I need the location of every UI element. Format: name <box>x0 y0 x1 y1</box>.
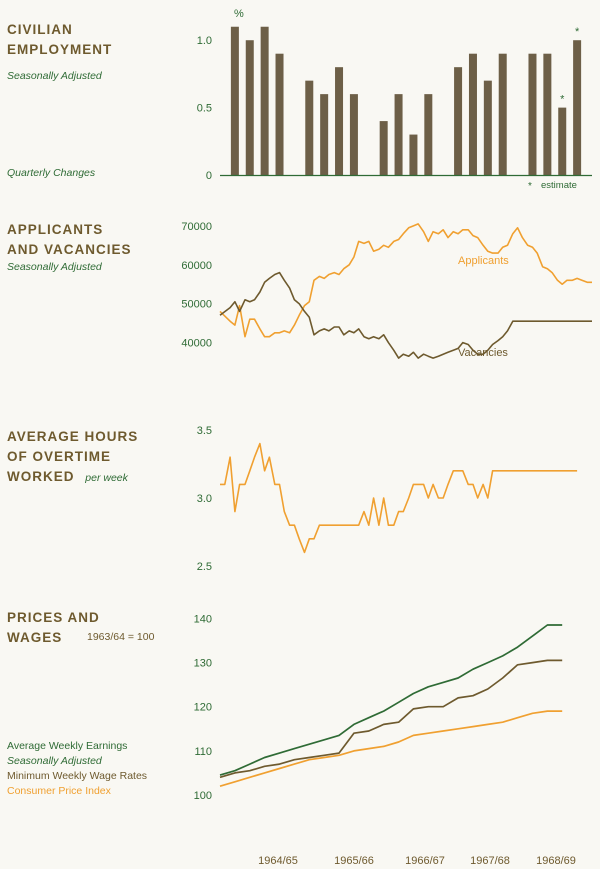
series-label-applicants: Applicants <box>458 255 509 267</box>
estimate-marker: * <box>560 94 565 106</box>
prices-ytick-label: 140 <box>194 613 212 625</box>
x-axis-label: 1968/69 <box>536 855 576 867</box>
employment-bar <box>260 26 269 175</box>
employment-title: CIVILIAN EMPLOYMENT <box>7 20 112 60</box>
estimate-marker: * <box>575 26 580 38</box>
prices-ytick-label: 100 <box>194 790 212 802</box>
employment-bar <box>528 53 537 176</box>
employment-bar <box>454 67 463 175</box>
employment-bar <box>275 53 284 176</box>
employment-bar <box>424 94 433 175</box>
overtime-ytick-label: 3.5 <box>197 425 212 437</box>
employment-bottom-label: Quarterly Changes <box>7 167 96 179</box>
overtime-title-line3: WORKED <box>7 469 75 484</box>
employment-title-line2: EMPLOYMENT <box>7 42 113 57</box>
employment-ytick-label: 0 <box>206 170 212 182</box>
applicants-title-line2: AND VACANCIES <box>7 242 132 257</box>
overtime-ytick-label: 3.0 <box>197 493 212 505</box>
employment-bar <box>558 107 567 175</box>
estimate-note: estimate <box>541 180 577 191</box>
applicants-line <box>219 223 592 338</box>
prices-base-label: 1963/64 = 100 <box>87 631 155 643</box>
overtime-line <box>220 442 578 554</box>
earnings-line <box>219 624 563 776</box>
employment-bar <box>468 53 477 176</box>
overtime-title-line1: AVERAGE HOURS <box>7 429 139 444</box>
employment-bar <box>320 94 329 175</box>
vacancies-line <box>219 271 592 359</box>
applicants-subtitle: Seasonally Adjusted <box>7 261 102 273</box>
prices-ytick-label: 110 <box>194 746 212 758</box>
overtime-title: AVERAGE HOURS OF OVERTIME WORKED per wee… <box>7 427 138 488</box>
estimate-note-marker: * <box>528 181 532 192</box>
employment-ytick-label: 1.0 <box>197 35 212 47</box>
overtime-title-suffix: per week <box>85 472 128 484</box>
applicants-ytick-label: 40000 <box>181 338 212 350</box>
employment-bar <box>335 67 344 175</box>
employment-bar <box>349 94 358 175</box>
employment-bar <box>498 53 507 176</box>
employment-ytick-label: 0.5 <box>197 103 212 115</box>
wage-rates-line <box>219 659 563 779</box>
overtime-ytick-label: 2.5 <box>197 561 212 573</box>
applicants-ytick-label: 50000 <box>181 299 212 311</box>
x-axis-label: 1964/65 <box>258 855 298 867</box>
applicants-title-line1: APPLICANTS <box>7 222 104 237</box>
prices-ytick-label: 130 <box>194 658 212 670</box>
employment-bar <box>483 80 492 175</box>
legend-earnings-sub: Seasonally Adjusted <box>7 755 102 767</box>
prices-title-line2: WAGES <box>7 630 63 645</box>
employment-bar <box>394 94 403 175</box>
employment-bar <box>543 53 552 176</box>
prices-title-line1: PRICES AND <box>7 610 100 625</box>
applicants-ytick-label: 70000 <box>181 221 212 233</box>
x-axis-label: 1967/68 <box>470 855 510 867</box>
employment-bar <box>230 26 239 175</box>
prices-title: PRICES AND WAGES <box>7 608 100 648</box>
employment-bar <box>573 40 582 175</box>
employment-bar <box>379 121 388 175</box>
x-axis-label: 1966/67 <box>405 855 445 867</box>
employment-bar <box>409 134 418 175</box>
overtime-title-line2: OF OVERTIME <box>7 449 112 464</box>
legend-wages: Minimum Weekly Wage Rates <box>7 770 148 782</box>
prices-ytick-label: 120 <box>194 702 212 714</box>
employment-unit-label: % <box>234 8 244 20</box>
legend-earnings: Average Weekly Earnings <box>7 740 128 752</box>
applicants-ytick-label: 60000 <box>181 260 212 272</box>
legend-cpi: Consumer Price Index <box>7 785 111 797</box>
employment-subtitle: Seasonally Adjusted <box>7 70 102 82</box>
x-axis-label: 1965/66 <box>334 855 374 867</box>
applicants-title: APPLICANTS AND VACANCIES <box>7 220 132 260</box>
employment-bar <box>305 80 314 175</box>
series-label-vacancies: Vacancies <box>458 347 508 359</box>
employment-bar <box>245 40 254 175</box>
employment-title-line1: CIVILIAN <box>7 22 73 37</box>
cpi-line <box>219 710 563 788</box>
